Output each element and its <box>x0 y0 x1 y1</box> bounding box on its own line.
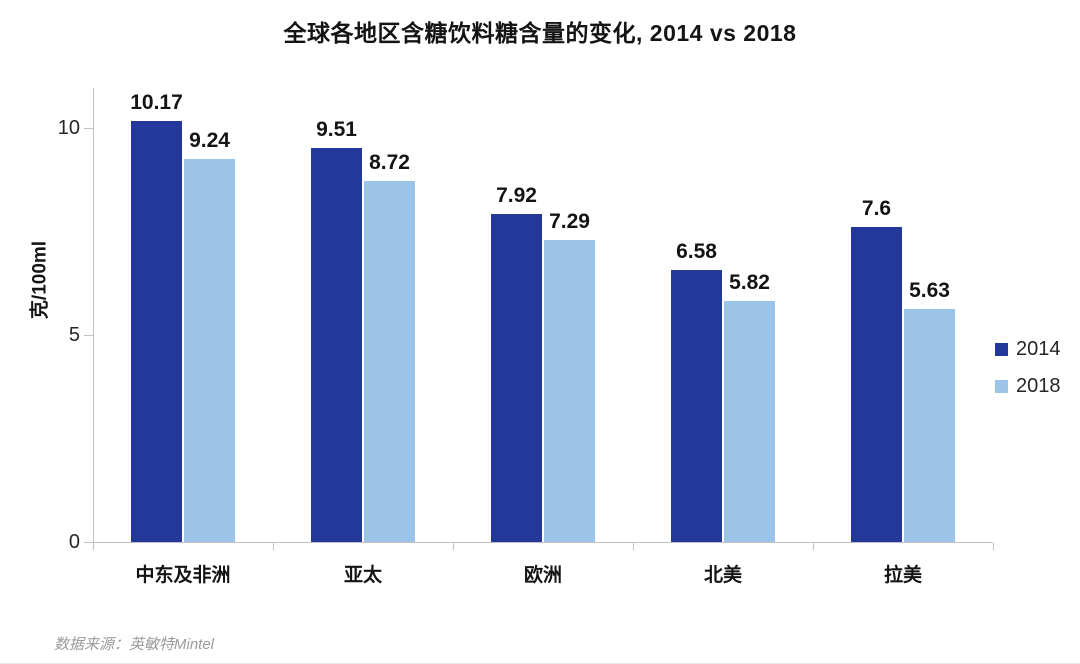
source-note: 数据来源：英敏特Mintel <box>54 636 215 653</box>
category-label: 北美 <box>703 565 742 586</box>
category-label: 欧洲 <box>523 565 562 586</box>
x-axis-line <box>93 542 993 543</box>
legend: 2014 2018 <box>995 338 1061 412</box>
legend-label: 2014 <box>1016 338 1061 360</box>
chart-title: 全球各地区含糖饮料糖含量的变化, 2014 vs 2018 <box>283 20 797 46</box>
y-axis-tick <box>84 542 93 543</box>
legend-item-2014: 2014 <box>995 338 1061 360</box>
category-label: 中东及非洲 <box>135 565 231 586</box>
bar-value-label: 7.6 <box>861 197 892 220</box>
bar-value-label: 7.29 <box>549 210 590 233</box>
y-axis-tick <box>84 335 93 336</box>
x-axis-tick <box>273 543 274 550</box>
bar-2014 <box>851 227 902 542</box>
category-label: 拉美 <box>883 565 922 586</box>
y-tick-label: 0 <box>68 531 80 553</box>
x-axis-tick <box>813 543 814 550</box>
bar-2014 <box>671 270 722 542</box>
bar-value-label: 10.17 <box>130 91 183 114</box>
bar-2014 <box>491 214 542 542</box>
bar-2018 <box>364 181 415 542</box>
legend-label: 2018 <box>1016 375 1061 397</box>
bar-value-label: 9.51 <box>316 118 357 141</box>
bar-2018 <box>184 159 235 542</box>
bar-value-label: 6.58 <box>676 240 717 263</box>
y-axis-label: 克/100ml <box>29 240 51 320</box>
bar-2014 <box>311 148 362 542</box>
legend-swatch-icon <box>995 379 1008 393</box>
bar-2018 <box>544 240 595 542</box>
legend-swatch-icon <box>995 342 1008 356</box>
category-label: 亚太 <box>343 565 382 586</box>
y-tick-label: 5 <box>68 324 80 346</box>
x-axis-tick <box>93 543 94 550</box>
bar-value-label: 5.82 <box>729 271 770 294</box>
bar-value-label: 5.63 <box>909 279 950 302</box>
y-tick-label: 10 <box>57 117 80 139</box>
bar-value-label: 8.72 <box>369 151 410 174</box>
bar-2018 <box>724 301 775 542</box>
y-axis-tick <box>84 128 93 129</box>
bar-value-label: 7.92 <box>496 184 537 207</box>
x-axis-tick <box>453 543 454 550</box>
bar-2014 <box>131 121 182 542</box>
x-axis-tick <box>633 543 634 550</box>
x-axis-tick <box>993 543 994 550</box>
bar-value-label: 9.24 <box>189 129 230 152</box>
legend-item-2018: 2018 <box>995 375 1061 397</box>
bar-2018 <box>904 309 955 542</box>
y-axis-line <box>93 88 94 542</box>
